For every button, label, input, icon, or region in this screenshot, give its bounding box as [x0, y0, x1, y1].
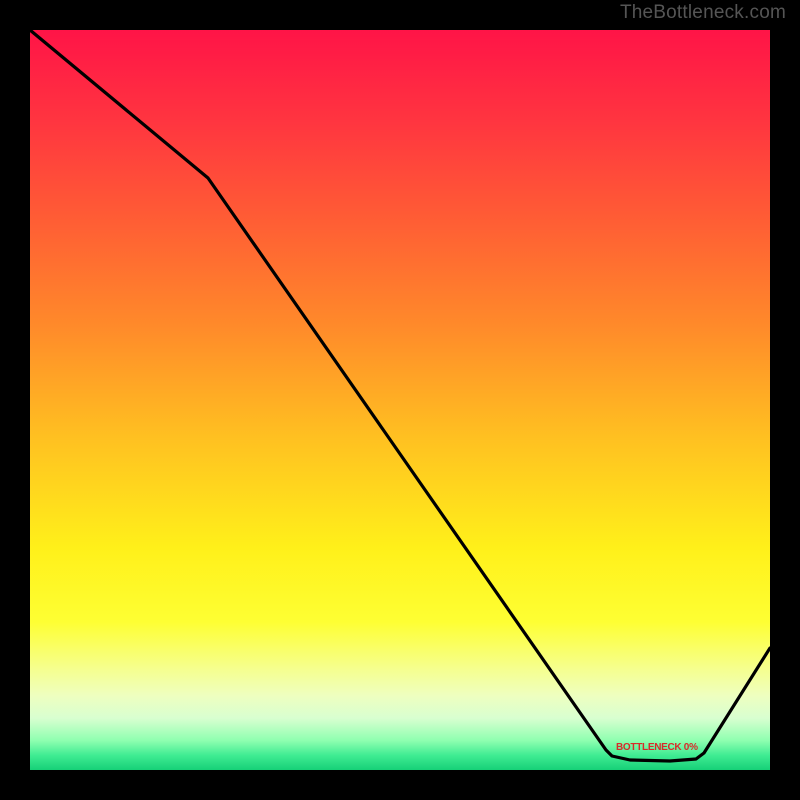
watermark-text: TheBottleneck.com	[620, 2, 786, 24]
bottleneck-curve	[30, 30, 770, 770]
bottleneck-zero-label: BOTTLENECK 0%	[616, 742, 698, 753]
plot-area: BOTTLENECK 0%	[30, 30, 770, 770]
